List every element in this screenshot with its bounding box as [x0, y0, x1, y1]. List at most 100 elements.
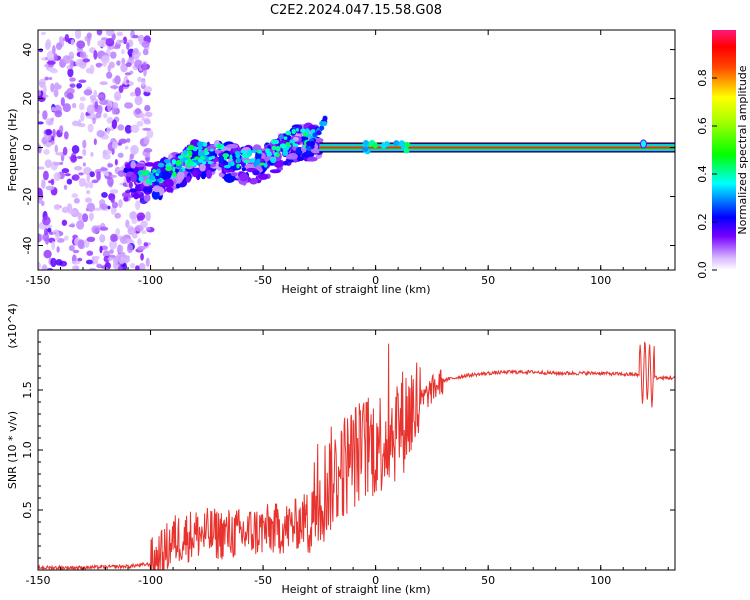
- scatter-blob: [276, 152, 280, 158]
- bump-blob: [404, 141, 411, 148]
- colorbar-tick-label: 0.8: [696, 69, 709, 87]
- noise-blob: [53, 88, 59, 98]
- noise-blob: [56, 246, 60, 253]
- noise-blob: [109, 249, 114, 254]
- noise-blob: [126, 138, 131, 143]
- scatter-blob: [177, 155, 183, 159]
- noise-blob: [116, 31, 123, 37]
- noise-blob: [55, 42, 63, 50]
- noise-blob: [96, 40, 103, 47]
- noise-blob: [145, 211, 151, 222]
- scatter-blob-halo: [252, 169, 260, 176]
- noise-blob: [144, 86, 153, 93]
- noise-blob: [105, 30, 115, 37]
- noise-blob: [113, 91, 122, 101]
- spectrogram-x-tick-label: 0: [372, 274, 379, 287]
- noise-blob: [66, 87, 75, 95]
- noise-blob: [115, 228, 121, 236]
- spectrogram-y-tick-label: -40: [21, 237, 34, 255]
- snr-line: [38, 341, 675, 570]
- noise-blob: [62, 103, 71, 113]
- scatter-blob-halo: [129, 188, 138, 193]
- scatter-blob: [192, 162, 197, 167]
- snr-y-tick-label: 0.5: [21, 501, 34, 519]
- noise-blob: [68, 224, 76, 228]
- ramp-blob: [309, 140, 315, 146]
- noise-blob: [45, 39, 52, 49]
- noise-blob: [85, 67, 93, 74]
- snr-x-tick-label: -50: [254, 574, 272, 587]
- noise-blob: [134, 200, 141, 210]
- noise-blob: [53, 204, 61, 211]
- bump-blob: [362, 146, 369, 153]
- noise-blob: [132, 48, 139, 55]
- noise-blob: [131, 218, 138, 224]
- noise-blob: [134, 95, 143, 106]
- scatter-blob: [199, 156, 206, 161]
- noise-blob: [108, 61, 115, 69]
- noise-blob: [63, 235, 69, 241]
- noise-blob: [77, 239, 85, 250]
- snr-x-tick-label: 50: [481, 574, 495, 587]
- noise-blob: [92, 116, 96, 125]
- scatter-blob-halo: [142, 186, 153, 193]
- scatter-blob: [279, 134, 283, 140]
- noise-blob: [66, 92, 74, 100]
- scatter-blob: [247, 149, 253, 156]
- colorbar: 0.0 0.2 0.4 0.6 0.8 Normalized spectral ampl…: [696, 30, 749, 279]
- noise-blob: [89, 171, 95, 178]
- noise-blob: [119, 39, 125, 43]
- scatter-blob: [217, 143, 222, 149]
- scatter-blob: [289, 139, 296, 144]
- noise-blob: [138, 262, 146, 270]
- noise-blob: [69, 59, 74, 70]
- scatter-blob: [197, 146, 203, 151]
- noise-blob: [114, 158, 118, 166]
- scatter-blob-halo: [176, 170, 185, 181]
- noise-blob: [85, 259, 93, 265]
- snr-x-tick-label: 100: [590, 574, 611, 587]
- noise-blob: [45, 237, 49, 245]
- scatter-blob-halo: [130, 173, 137, 183]
- scatter-blob: [236, 157, 242, 164]
- noise-blob: [96, 130, 105, 138]
- bump-blob: [380, 142, 387, 149]
- scatter-blob: [202, 142, 208, 147]
- noise-blob: [110, 206, 116, 216]
- scatter-blob: [229, 154, 233, 161]
- noise-blob: [106, 71, 113, 79]
- noise-blob: [104, 267, 109, 270]
- scatter-blob-halo: [165, 186, 174, 193]
- scatter-blob: [223, 154, 228, 161]
- noise-blob: [125, 219, 130, 229]
- noise-blob: [82, 148, 87, 156]
- noise-blob: [45, 185, 55, 191]
- scatter-blob: [263, 162, 268, 168]
- noise-blob: [147, 242, 151, 246]
- noise-blob: [125, 62, 132, 68]
- noise-blob: [110, 174, 117, 178]
- noise-blob: [47, 60, 56, 65]
- ramp-blob: [316, 130, 322, 136]
- noise-blob: [71, 102, 77, 109]
- noise-blob: [109, 189, 119, 194]
- scatter-blob: [235, 153, 241, 159]
- spectrogram-y-label: Frequency (Hz): [6, 109, 19, 192]
- chart-title: C2E2.2024.047.15.58.G08: [270, 3, 442, 18]
- scatter-blob: [163, 158, 171, 164]
- noise-blob: [96, 263, 103, 269]
- noise-blob: [101, 192, 108, 198]
- noise-blob: [145, 227, 151, 231]
- noise-blob: [86, 189, 91, 195]
- noise-blob: [61, 219, 68, 226]
- noise-blob: [71, 174, 80, 181]
- snr-x-tick-label: -150: [26, 574, 51, 587]
- noise-blob: [121, 49, 125, 55]
- scatter-blob: [266, 151, 272, 158]
- snr-panel: -150 -100 -50 0 50 100 0.5 1.0 1.5 Height of st…: [6, 303, 676, 596]
- scatter-blob: [187, 144, 195, 151]
- noise-blob: [117, 124, 125, 131]
- noise-blob: [141, 41, 150, 48]
- scatter-blob-halo: [311, 148, 321, 154]
- noise-blob: [55, 258, 63, 266]
